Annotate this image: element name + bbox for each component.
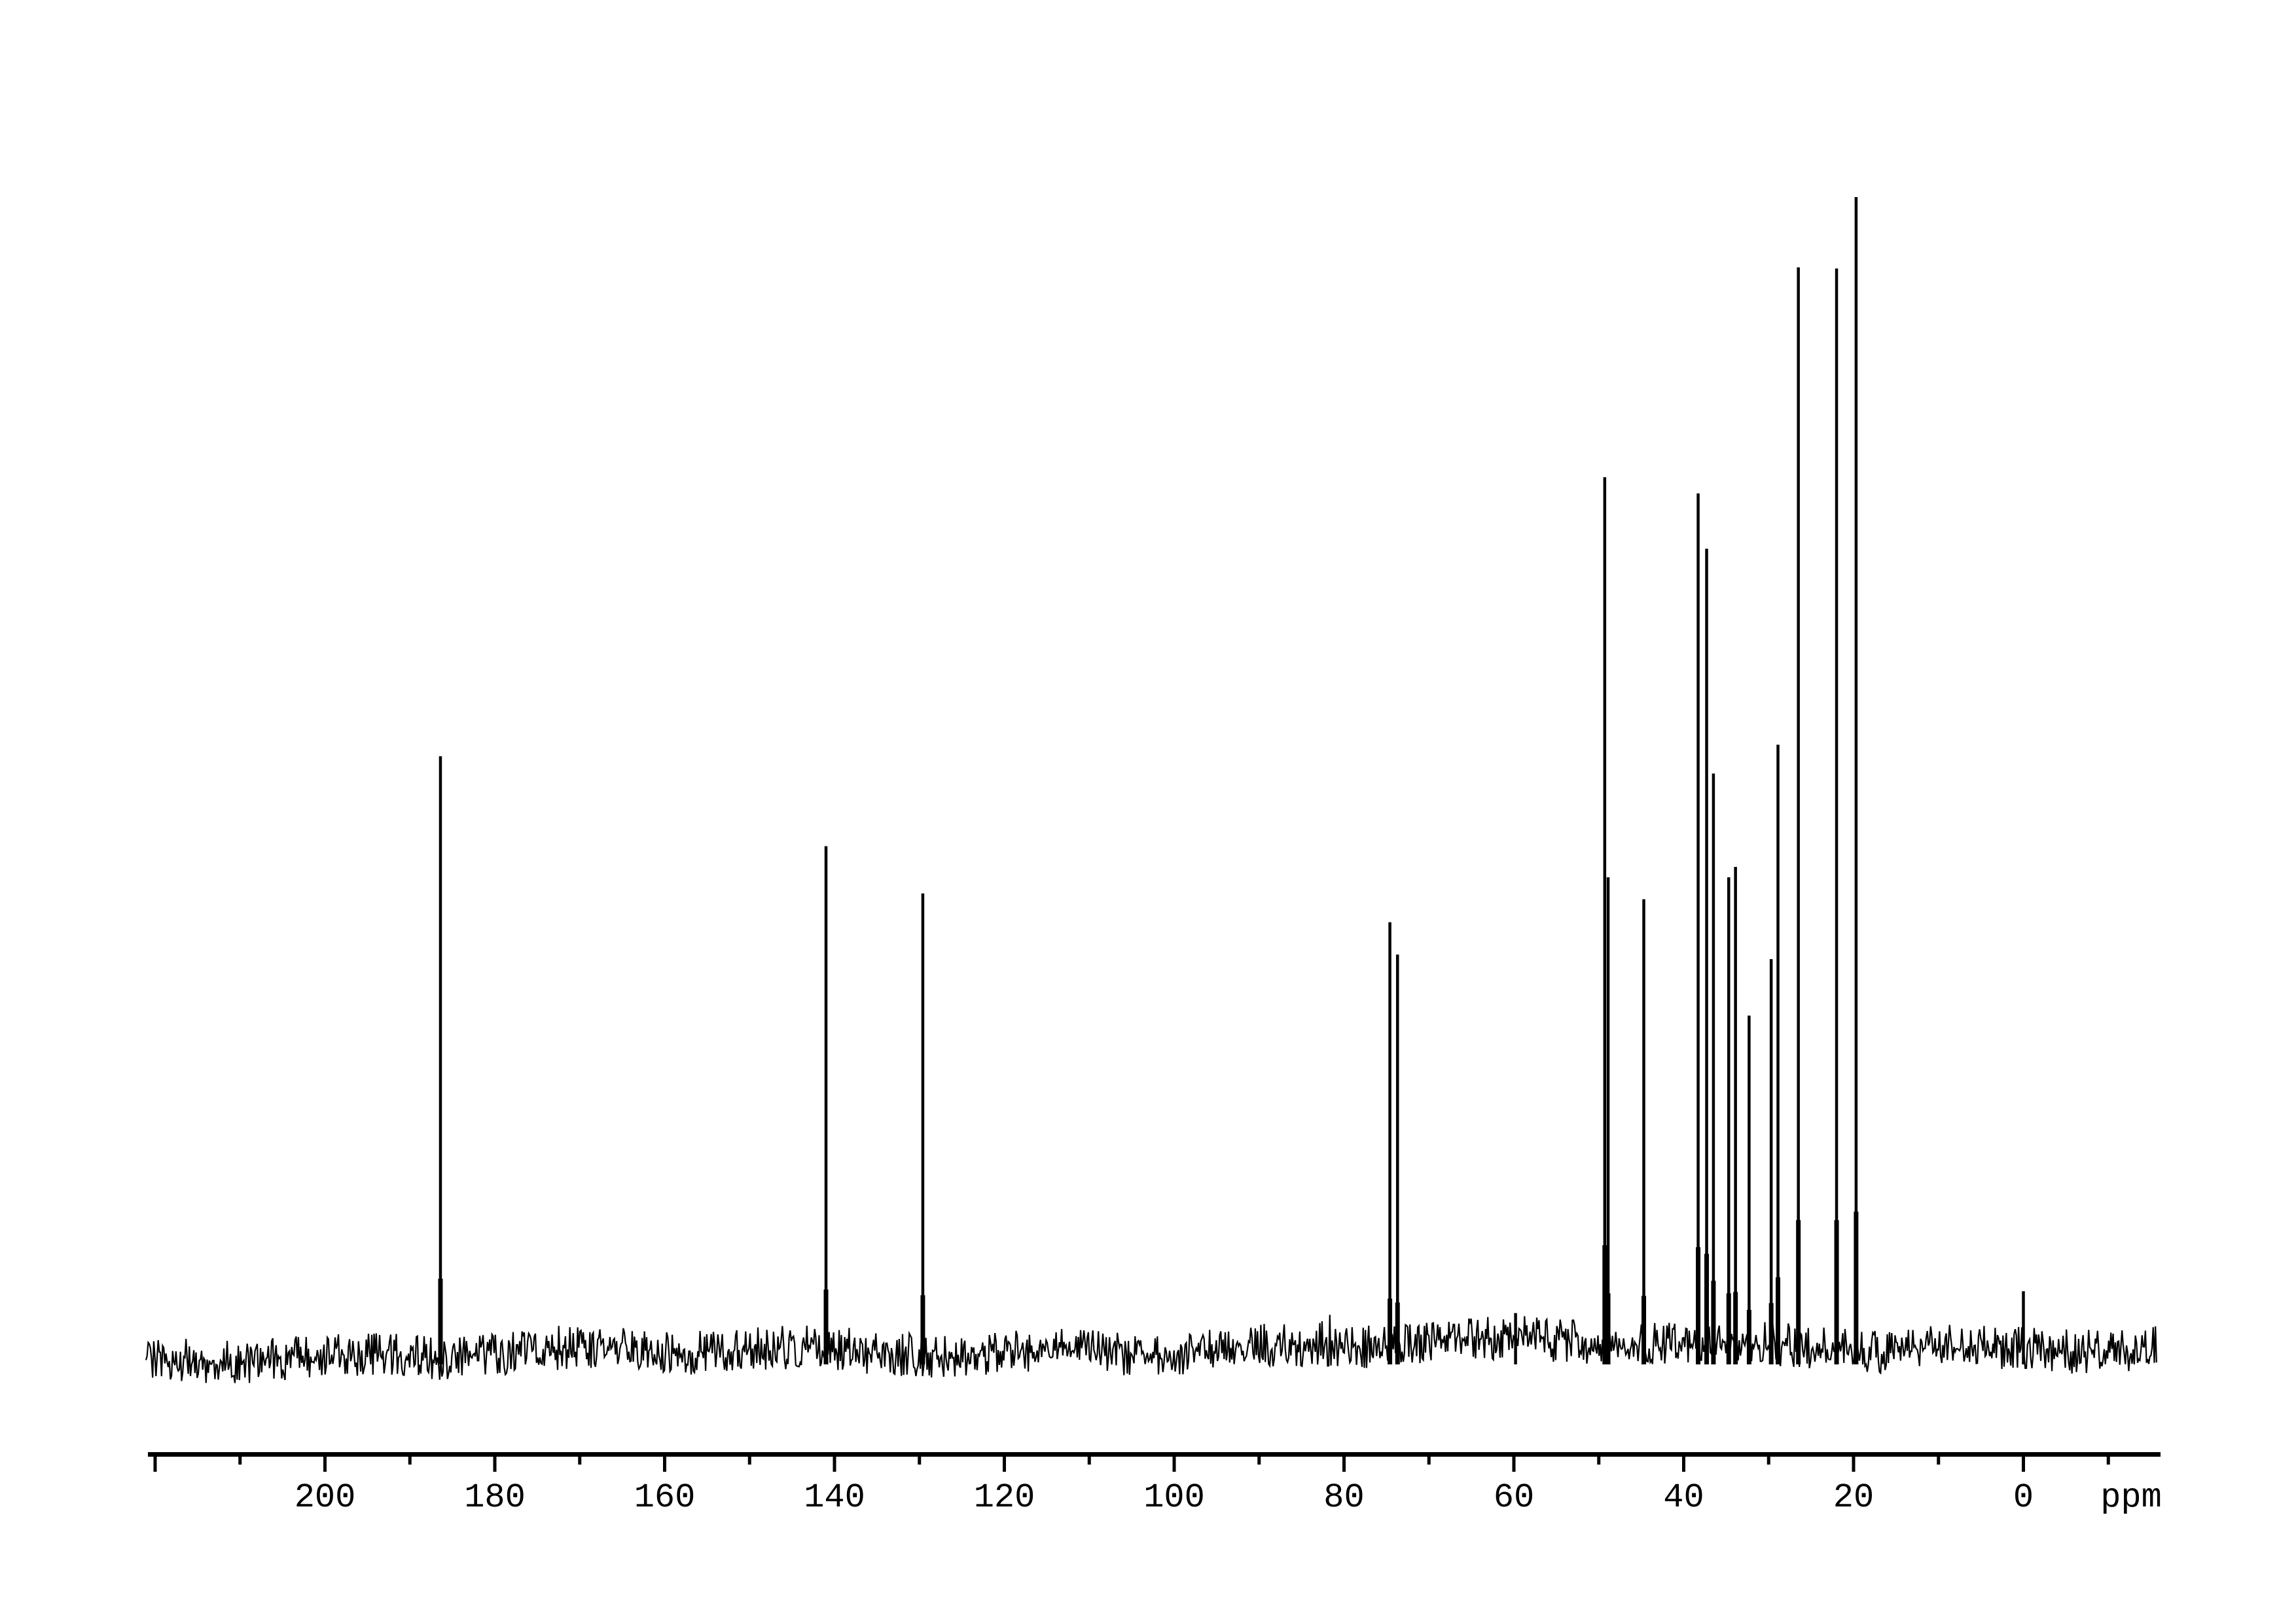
x-axis-major-tick	[2022, 1452, 2025, 1472]
x-axis-minor-tick	[2106, 1452, 2110, 1465]
x-axis-minor-tick	[1257, 1452, 1261, 1465]
x-axis-major-tick	[153, 1452, 157, 1472]
x-axis-minor-tick	[1937, 1452, 1941, 1465]
x-axis-minor-tick	[238, 1452, 242, 1465]
x-axis-tick-label: 160	[634, 1478, 696, 1517]
x-axis-major-tick	[1003, 1452, 1006, 1472]
x-axis-minor-tick	[408, 1452, 412, 1465]
x-axis-tick-label: 60	[1494, 1478, 1534, 1517]
x-axis-tick-label: 20	[1833, 1478, 1874, 1517]
x-axis-minor-tick	[747, 1452, 751, 1465]
x-axis-minor-tick	[1767, 1452, 1770, 1465]
x-axis-tick-label: 100	[1143, 1478, 1205, 1517]
x-axis-major-tick	[1172, 1452, 1176, 1472]
x-axis-tick-label: 200	[295, 1478, 356, 1517]
x-axis-major-tick	[1682, 1452, 1685, 1472]
x-axis-minor-tick	[1087, 1452, 1091, 1465]
x-axis-line	[148, 1452, 2161, 1457]
x-axis-major-tick	[493, 1452, 497, 1472]
x-axis-tick-label: 120	[974, 1478, 1035, 1517]
x-axis-major-tick	[1852, 1452, 1856, 1472]
x-axis-major-tick	[1342, 1452, 1346, 1472]
noise-baseline-trace	[145, 1315, 2157, 1383]
spectrum-trace-layer	[145, 1315, 2157, 1383]
x-axis-minor-tick	[1427, 1452, 1431, 1465]
x-axis-major-tick	[833, 1452, 836, 1472]
x-axis-major-tick	[1512, 1452, 1516, 1472]
x-axis-labels: 200 180 160 140 120 100 80 60 40 20 0	[295, 1478, 2034, 1517]
x-axis-major-tick	[663, 1452, 666, 1472]
x-axis-major-tick	[323, 1452, 327, 1472]
x-axis-tick-label: 40	[1663, 1478, 1704, 1517]
x-axis-minor-tick	[578, 1452, 582, 1465]
x-axis-tick-label: 180	[464, 1478, 526, 1517]
x-axis-unit-label: ppm	[2100, 1478, 2162, 1517]
x-axis-tick-label: 80	[1323, 1478, 1364, 1517]
x-axis-tick-label: 140	[804, 1478, 865, 1517]
x-axis	[148, 1452, 2161, 1472]
x-axis-tick-label: 0	[2013, 1478, 2034, 1517]
x-axis-minor-tick	[918, 1452, 922, 1465]
spectrum-peaks-layer	[438, 197, 2025, 1364]
x-axis-minor-tick	[1597, 1452, 1601, 1465]
